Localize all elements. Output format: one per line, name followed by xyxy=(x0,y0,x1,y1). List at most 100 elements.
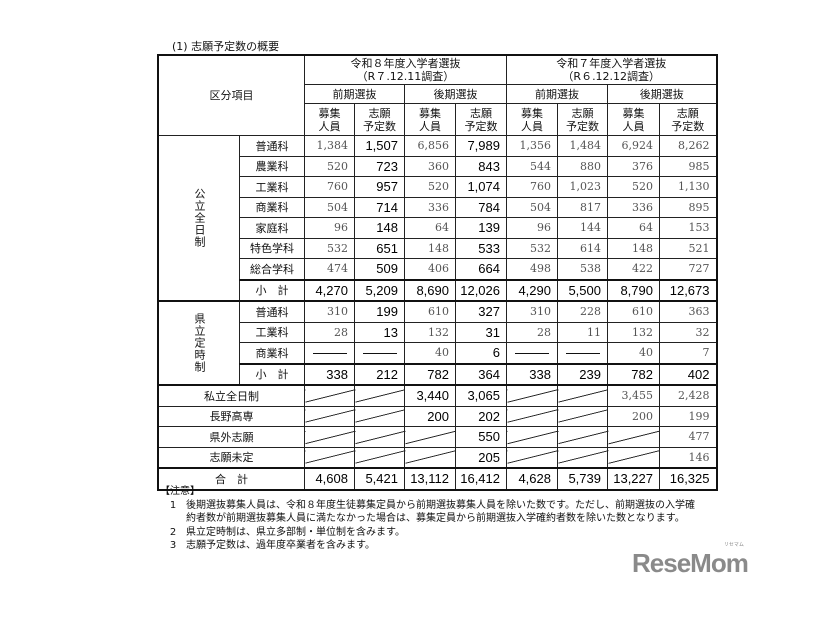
row-label: 工業科 xyxy=(239,176,305,198)
notes: 【注意】 1 後期選抜募集人員は、令和８年度生徒募集定員から前期選抜募集人員を除い… xyxy=(160,485,700,553)
resemom-logo: リセマム ReseMom xyxy=(632,542,749,578)
table-row: 県立定時制 普通科 310 199 610 327 310 228 610 363 xyxy=(157,300,717,386)
row-label: 長野高専 xyxy=(157,405,305,427)
table-cell: 8,690 xyxy=(404,279,456,302)
table-cell: 817 xyxy=(557,196,608,218)
slashed-cell xyxy=(404,426,456,448)
table-row: 商業科 504 714 336 784 504 817 336 895 xyxy=(158,196,717,218)
header-phase: 後期選抜 xyxy=(607,84,717,104)
table-cell: 8,262 xyxy=(659,135,717,157)
table-cell: 148 xyxy=(354,217,405,239)
table-row: 総合学科 474 509 406 664 498 538 422 727 xyxy=(158,258,717,280)
table-cell: 474 xyxy=(304,258,355,280)
table-cell: 96 xyxy=(506,217,558,239)
section-title: (1) 志願予定数の概要 xyxy=(172,40,280,53)
table-cell: 146 xyxy=(659,446,717,469)
table-cell: 5,209 xyxy=(354,279,405,302)
row-label: 工業科 xyxy=(239,321,305,343)
slashed-cell xyxy=(354,446,405,469)
header-phase: 前期選抜 xyxy=(304,84,405,104)
row-label: 総合学科 xyxy=(239,258,305,280)
table-cell: 12,026 xyxy=(455,279,507,302)
note-text: 後期選抜募集人員は、令和８年度生徒募集定員から前期選抜募集人員を除いた数です。た… xyxy=(186,499,695,525)
year-title: 令和８年度入学者選抜 xyxy=(350,57,461,70)
table-cell: 1,484 xyxy=(557,135,608,157)
table-cell: 8,790 xyxy=(607,279,660,302)
slashed-cell xyxy=(354,384,405,407)
table-cell: 364 xyxy=(455,363,507,386)
table-cell: 880 xyxy=(557,155,608,177)
slashed-cell xyxy=(304,426,355,448)
note-text: 志願予定数は、過年度卒業者を含みます。 xyxy=(186,540,375,551)
table-row: 商業科 40 6 40 7 xyxy=(158,342,717,364)
row-label: 普通科 xyxy=(239,135,305,157)
table-cell: 3,455 xyxy=(607,384,660,407)
table-cell: 6 xyxy=(455,342,507,364)
row-label: 私立全日制 xyxy=(157,384,305,407)
header-phase: 後期選抜 xyxy=(404,84,507,104)
slashed-cell xyxy=(557,384,608,407)
table-cell: 1,074 xyxy=(455,176,507,198)
table-cell: 532 xyxy=(506,237,558,259)
table-cell: 533 xyxy=(455,237,507,259)
year-survey-date: （R６.12.12調査） xyxy=(562,70,661,83)
table-cell: 504 xyxy=(506,196,558,218)
note-number: 2 xyxy=(169,526,177,538)
slashed-cell xyxy=(506,384,558,407)
column-header: 志願 予定数 xyxy=(354,103,405,136)
dash-cell xyxy=(557,342,608,364)
table-cell: 614 xyxy=(557,237,608,259)
logo-text: ReseMom xyxy=(632,548,749,578)
row-label: 家庭科 xyxy=(239,217,305,239)
table-cell: 957 xyxy=(354,176,405,198)
table-row: 公立全日制 普通科 1,384 1,507 6,856 7,989 1,356 1,484 6,… xyxy=(157,135,717,302)
table-cell: 1,356 xyxy=(506,135,558,157)
slashed-cell xyxy=(506,426,558,448)
table-cell: 200 xyxy=(607,405,660,427)
table-cell: 6,856 xyxy=(404,135,456,157)
note-text: 県立定時制は、県立多部制・単位制を含みます。 xyxy=(186,526,405,538)
table-cell: 40 xyxy=(607,342,660,364)
table-cell: 843 xyxy=(455,155,507,177)
table-cell: 1,023 xyxy=(557,176,608,198)
group-label: 県立定時制 xyxy=(157,300,240,386)
table-row: 工業科 760 957 520 1,074 760 1,023 520 1,130 xyxy=(158,176,717,198)
slashed-cell xyxy=(354,426,405,448)
row-label: 小 計 xyxy=(239,363,305,386)
table-cell: 12,673 xyxy=(659,279,717,302)
table-cell: 3,065 xyxy=(455,384,507,407)
header-phase: 前期選抜 xyxy=(506,84,608,104)
column-header: 志願 予定数 xyxy=(557,103,608,136)
column-header: 募集 人員 xyxy=(506,103,558,136)
row-label: 農業科 xyxy=(239,155,305,177)
slashed-cell xyxy=(506,405,558,427)
notes-heading: 【注意】 xyxy=(160,486,200,497)
table-cell: 406 xyxy=(404,258,456,280)
table-cell: 760 xyxy=(506,176,558,198)
slashed-cell xyxy=(354,405,405,427)
table-cell: 200 xyxy=(404,405,456,427)
table-cell: 723 xyxy=(354,155,405,177)
table-row: 県外志願 550 477 xyxy=(157,426,717,448)
table-cell: 96 xyxy=(304,217,355,239)
header-year-r7: 令和７年度入学者選抜 （R６.12.12調査） xyxy=(506,54,717,85)
header-year-r8: 令和８年度入学者選抜 （R７.12.11調査） xyxy=(304,54,507,85)
table-cell: 31 xyxy=(455,321,507,343)
table-cell: 28 xyxy=(506,321,558,343)
table-cell: 402 xyxy=(659,363,717,386)
table-cell: 13 xyxy=(354,321,405,343)
slashed-cell xyxy=(304,405,355,427)
table-row: 私立全日制 3,440 3,065 3,455 2,428 xyxy=(157,384,717,407)
year-title: 令和７年度入学者選抜 xyxy=(556,57,667,70)
column-header: 募集 人員 xyxy=(607,103,660,136)
table-row: 特色学科 532 651 148 533 532 614 148 521 xyxy=(158,237,717,259)
table-cell: 1,384 xyxy=(304,135,355,157)
dash-cell xyxy=(506,342,558,364)
total-row: 合 計 4,608 5,421 13,112 16,412 4,628 5,739 13,22… xyxy=(157,467,717,490)
note-item: 1 後期選抜募集人員は、令和８年度生徒募集定員から前期選抜募集人員を除いた数です。… xyxy=(160,499,700,526)
table-cell: 239 xyxy=(557,363,608,386)
table-row: 農業科 520 723 360 843 544 880 376 985 xyxy=(158,155,717,177)
table-cell: 148 xyxy=(404,237,456,259)
table-cell: 6,924 xyxy=(607,135,660,157)
table-row: 小 計 338 212 782 364 338 239 782 402 xyxy=(158,363,717,386)
